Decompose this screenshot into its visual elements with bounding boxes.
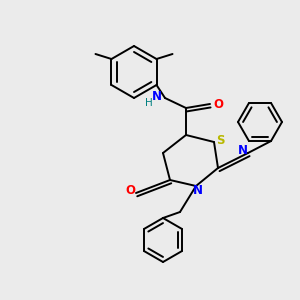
Text: N: N [238,143,248,157]
Text: N: N [152,89,162,103]
Text: H: H [145,98,153,108]
Text: O: O [213,98,223,110]
Text: O: O [125,184,135,197]
Text: N: N [193,184,203,197]
Text: S: S [216,134,224,146]
